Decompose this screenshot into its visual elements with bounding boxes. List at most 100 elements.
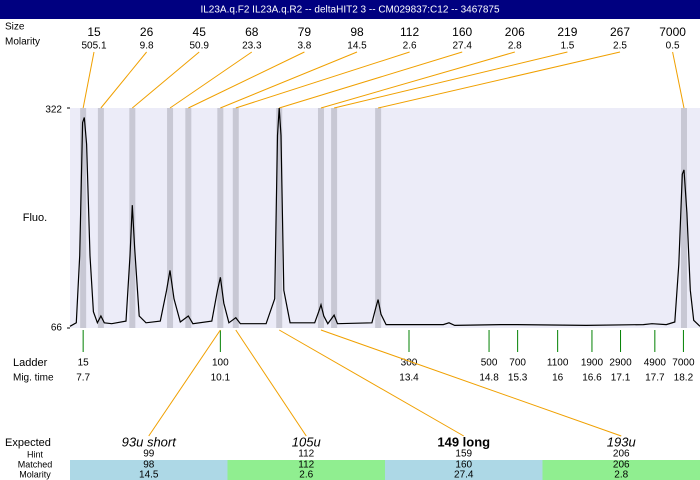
hint-label: Hint — [27, 449, 44, 459]
peak-leader — [220, 51, 358, 109]
peak-band — [276, 108, 283, 328]
ladder-time: 15.3 — [508, 373, 528, 384]
peak-size: 219 — [557, 25, 577, 39]
peak-molarity: 50.9 — [189, 41, 209, 52]
peak-leader — [378, 51, 621, 109]
expected-name: 93u short — [122, 434, 178, 449]
matched-value: 206 — [613, 460, 630, 471]
peak-size: 45 — [193, 25, 207, 39]
ladder-size: 700 — [509, 358, 526, 369]
peak-size: 79 — [298, 25, 312, 39]
peak-size: 267 — [610, 25, 630, 39]
matched-value: 98 — [143, 460, 155, 471]
y-axis-label: Fluo. — [23, 212, 47, 224]
ladder-time: 16 — [552, 373, 564, 384]
hint-value: 112 — [298, 449, 314, 460]
matched-cell — [70, 460, 228, 480]
expected-label: Expected — [5, 437, 51, 449]
title-bar — [0, 0, 700, 19]
plot-area — [70, 108, 700, 328]
peak-molarity: 14.5 — [347, 41, 367, 52]
ladder-size: 100 — [212, 358, 229, 369]
peak-size: 7000 — [659, 25, 686, 39]
title: IL23A.q.F2 IL23A.q.R2 -- deltaHIT2 3 -- … — [200, 5, 499, 16]
molarity-value: 2.6 — [299, 470, 313, 480]
expected-name: 105u — [292, 434, 321, 449]
hint-value: 206 — [613, 449, 630, 460]
peak-size: 15 — [87, 25, 101, 39]
peak-leader — [279, 51, 463, 109]
peak-band — [80, 108, 87, 328]
peak-molarity: 2.8 — [508, 41, 522, 52]
peak-size: 160 — [452, 25, 472, 39]
peak-leader — [672, 51, 685, 109]
match-leader — [235, 329, 307, 437]
matched-value: 160 — [455, 460, 472, 471]
hint-value: 159 — [455, 449, 472, 460]
peak-band — [97, 108, 104, 328]
peak-band — [317, 108, 324, 328]
peak-leader — [320, 51, 515, 109]
expected-name: 193u — [607, 434, 636, 449]
expected-name: 149 long — [437, 434, 490, 449]
peak-band — [680, 108, 687, 328]
peak-band — [217, 108, 224, 328]
size-header: Size — [5, 22, 25, 33]
peak-leader — [131, 51, 200, 109]
peak-size: 26 — [140, 25, 154, 39]
y-tick-label: 322 — [45, 105, 62, 116]
peak-size: 112 — [400, 25, 419, 39]
molarity-value: 27.4 — [454, 470, 474, 480]
y-tick-label: 66 — [51, 323, 63, 334]
peak-molarity: 3.8 — [297, 41, 311, 52]
peak-molarity: 1.5 — [560, 41, 574, 52]
peak-leader — [100, 51, 147, 109]
peak-molarity: 9.8 — [140, 41, 154, 52]
peak-leader — [188, 51, 305, 109]
peak-band — [167, 108, 174, 328]
peak-molarity: 505.1 — [81, 41, 106, 52]
matched-cell — [542, 460, 700, 480]
ladder-time: 14.8 — [479, 373, 499, 384]
matched-cell — [385, 460, 543, 480]
peak-size: 98 — [350, 25, 364, 39]
ladder-time: 18.2 — [674, 373, 694, 384]
molarity-value: 2.8 — [614, 470, 628, 480]
ladder-size: 300 — [401, 358, 418, 369]
peak-leader — [169, 51, 253, 109]
ladder-size: 15 — [78, 358, 90, 369]
ladder-time: 7.7 — [76, 373, 90, 384]
match-leader — [320, 329, 622, 437]
matched-value: 112 — [298, 460, 314, 471]
molarity-label: Molarity — [19, 469, 51, 479]
peak-band — [375, 108, 382, 328]
hint-value: 99 — [143, 449, 155, 460]
ladder-size: 4900 — [644, 358, 667, 369]
matched-label: Matched — [18, 459, 53, 469]
peak-size: 206 — [505, 25, 525, 39]
peak-molarity: 27.4 — [452, 41, 472, 52]
ladder-time: 13.4 — [399, 373, 419, 384]
ladder-size: 7000 — [672, 358, 695, 369]
peak-leader — [235, 51, 410, 109]
match-leader — [148, 329, 221, 437]
ladder-size: 500 — [481, 358, 498, 369]
peak-band — [185, 108, 192, 328]
ladder-time: 16.6 — [582, 373, 602, 384]
trace — [69, 107, 700, 327]
ladder-label: Ladder — [13, 357, 48, 369]
ladder-size: 1900 — [581, 358, 604, 369]
peak-band — [331, 108, 338, 328]
matched-cell — [227, 460, 385, 480]
peak-leader — [82, 51, 95, 109]
peak-molarity: 23.3 — [242, 41, 262, 52]
molarity-value: 14.5 — [139, 470, 159, 480]
ladder-size: 1100 — [547, 358, 569, 369]
mig-time-label: Mig. time — [13, 373, 54, 384]
ladder-time: 17.1 — [611, 373, 631, 384]
peak-band — [232, 108, 239, 328]
molarity-header: Molarity — [5, 37, 40, 48]
ladder-time: 10.1 — [211, 373, 231, 384]
